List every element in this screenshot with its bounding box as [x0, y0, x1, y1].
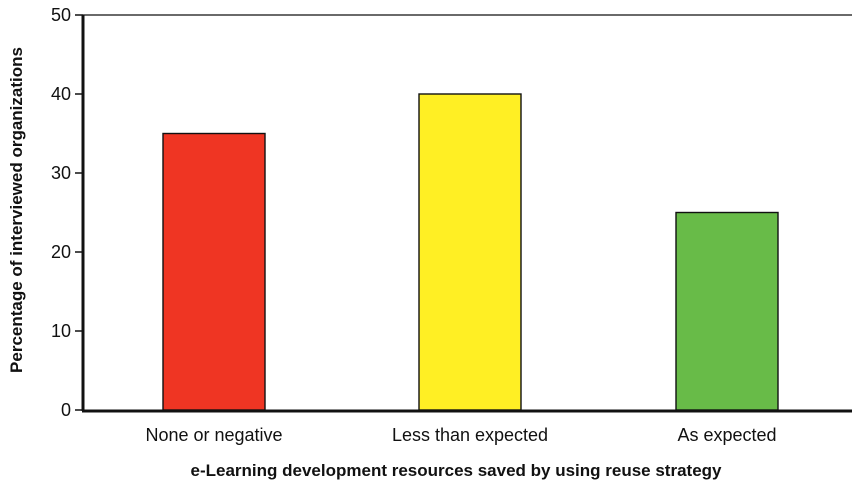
bar	[162, 132, 266, 411]
y-tick-label: 0	[61, 400, 71, 420]
bar	[675, 211, 779, 411]
y-tick-label: 10	[51, 321, 71, 341]
y-tick-label: 30	[51, 163, 71, 183]
x-axis-ticks: None or negative Less than expected As exp…	[145, 425, 776, 445]
y-tick-label: 50	[51, 5, 71, 25]
y-tick-label: 40	[51, 84, 71, 104]
y-axis-ticks: 0 10 20 30 40 50	[51, 5, 83, 420]
bar	[418, 93, 522, 411]
x-tick-label: As expected	[677, 425, 776, 445]
x-tick-label: None or negative	[145, 425, 282, 445]
bars	[162, 93, 779, 411]
x-axis-title: e-Learning development resources saved b…	[191, 461, 723, 480]
y-axis-title: Percentage of interviewed organizations	[7, 47, 26, 373]
x-tick-label: Less than expected	[392, 425, 548, 445]
y-tick-label: 20	[51, 242, 71, 262]
